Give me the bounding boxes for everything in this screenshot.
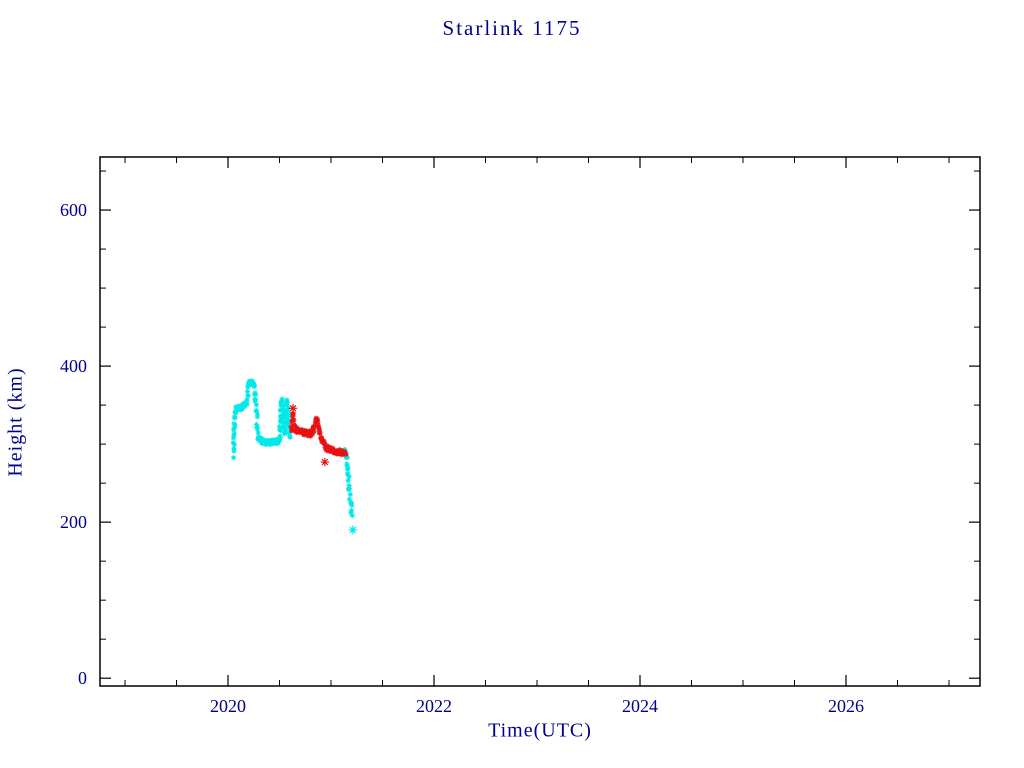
svg-text:2026: 2026 xyxy=(828,696,864,716)
svg-text:200: 200 xyxy=(60,512,87,532)
chart-title: Starlink 1175 xyxy=(442,16,582,40)
svg-text:2024: 2024 xyxy=(622,696,658,716)
svg-text:2020: 2020 xyxy=(210,696,246,716)
x-axis-label: Time(UTC) xyxy=(488,719,592,742)
svg-text:600: 600 xyxy=(60,200,87,220)
svg-text:0: 0 xyxy=(78,668,87,688)
svg-text:400: 400 xyxy=(60,356,87,376)
svg-text:2022: 2022 xyxy=(416,696,452,716)
